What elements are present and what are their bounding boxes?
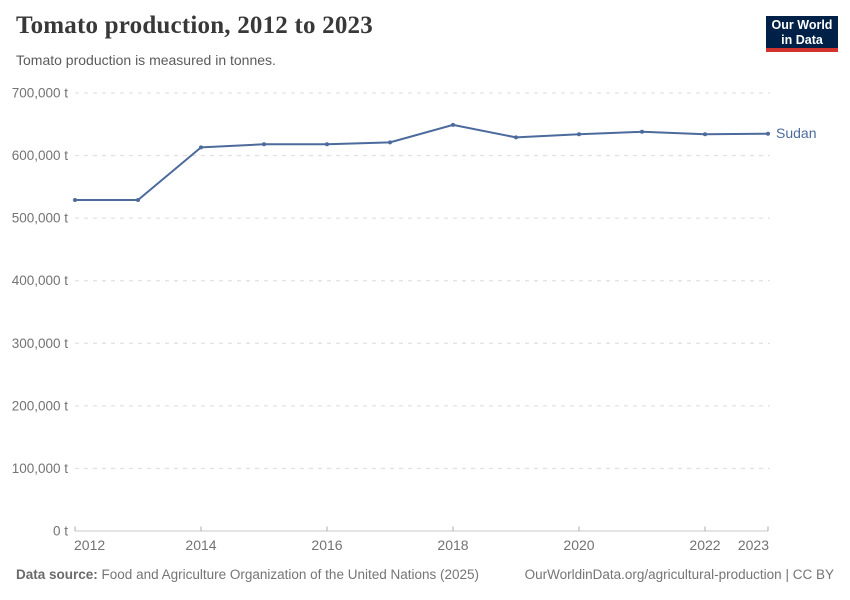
data-point[interactable] [199, 145, 203, 150]
y-axis-label: 500,000 t [12, 211, 69, 226]
footer-separator: | [785, 567, 789, 582]
data-source-label: Data source: [16, 567, 98, 582]
x-axis-label: 2018 [437, 537, 468, 553]
data-source-text: Food and Agriculture Organization of the… [101, 567, 480, 582]
owid-logo[interactable]: Our World in Data [766, 16, 838, 52]
footer-attribution: OurWorldinData.org/agricultural-producti… [525, 567, 834, 582]
series-line[interactable] [74, 123, 769, 201]
x-axis-label: 2023 [738, 537, 769, 553]
data-point[interactable] [73, 198, 77, 202]
x-axis-label: 2012 [74, 537, 105, 553]
y-axis-label: 600,000 t [12, 148, 69, 163]
footer-url[interactable]: OurWorldinData.org/agricultural-producti… [524, 567, 782, 582]
chart-subtitle: Tomato production is measured in tonnes. [16, 52, 276, 68]
owid-logo-line2: in Data [781, 33, 823, 47]
series-label[interactable]: Sudan [776, 125, 816, 141]
owid-logo-line1: Our World [771, 18, 833, 32]
y-axis-label: 0 t [53, 524, 68, 539]
data-point[interactable] [136, 198, 140, 202]
data-point[interactable] [640, 129, 644, 134]
y-axis-label: 400,000 t [12, 273, 69, 288]
data-point[interactable] [703, 132, 707, 137]
y-axis-label: 700,000 t [12, 86, 69, 101]
data-point[interactable] [577, 132, 581, 137]
chart-footer: Data source: Food and Agriculture Organi… [16, 567, 834, 582]
data-point[interactable] [451, 122, 455, 127]
y-axis-label: 300,000 t [12, 336, 69, 351]
data-point[interactable] [766, 131, 770, 136]
data-point[interactable] [262, 142, 266, 147]
data-source-line: Data source: Food and Agriculture Organi… [16, 567, 479, 582]
footer-license: CC BY [792, 567, 834, 582]
y-axis-label: 100,000 t [12, 461, 69, 476]
data-point[interactable] [514, 135, 518, 140]
page-title: Tomato production, 2012 to 2023 [16, 12, 373, 39]
data-point[interactable] [388, 140, 392, 145]
y-axis-label: 200,000 t [12, 398, 69, 413]
x-axis-label: 2014 [185, 537, 216, 553]
x-axis-label: 2016 [311, 537, 342, 553]
x-axis-label: 2022 [689, 537, 720, 553]
x-axis-label: 2020 [563, 537, 594, 553]
data-point[interactable] [325, 142, 329, 147]
